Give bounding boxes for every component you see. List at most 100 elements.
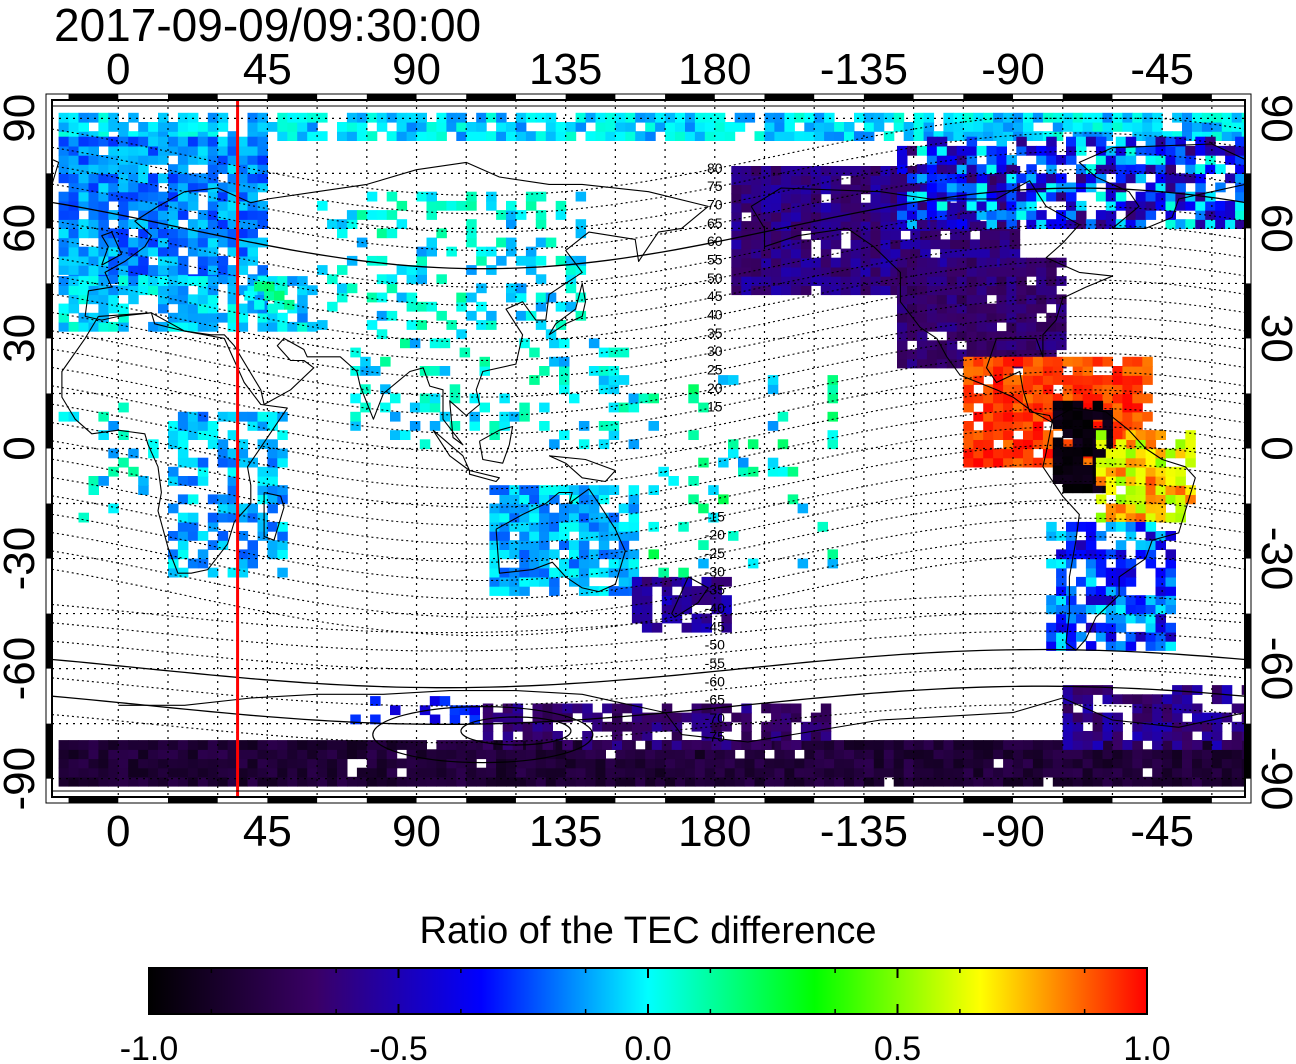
tec-cell: [1006, 191, 1017, 202]
contour-label: -25: [705, 545, 725, 561]
tec-cell: [128, 182, 139, 193]
tec-cell: [509, 411, 520, 422]
tec-cell: [671, 712, 683, 723]
tec-cell: [449, 421, 461, 431]
tec-cell: [1085, 521, 1097, 532]
tec-cell: [419, 366, 431, 376]
tec-cell: [913, 758, 925, 769]
tec-cell: [1165, 485, 1176, 495]
tec-cell: [1062, 721, 1074, 732]
tec-cell: [920, 239, 931, 250]
tec-cell: [1026, 173, 1037, 184]
tec-cell: [535, 219, 547, 229]
tec-cell: [1165, 586, 1176, 596]
tec-cell: [158, 255, 169, 266]
tec-cell: [824, 767, 835, 778]
tec-cell: [800, 221, 812, 231]
tec-cell: [771, 166, 782, 176]
tec-cell: [396, 112, 408, 123]
tec-cell: [641, 586, 653, 596]
tec-cell: [950, 230, 961, 240]
tec-cell: [549, 485, 560, 495]
tec-cell: [993, 430, 1004, 440]
tec-cell: [158, 210, 169, 220]
tec-cell: [1023, 430, 1034, 440]
tec-cell: [973, 356, 984, 367]
tec-cell: [791, 285, 802, 296]
tec-cell: [217, 503, 229, 514]
tec-cell: [1006, 349, 1017, 360]
contour-label: -60: [705, 673, 725, 689]
tec-cell: [366, 758, 378, 769]
tec-cell: [197, 558, 209, 569]
tec-cell: [569, 512, 580, 523]
tec-cell: [138, 219, 149, 229]
tec-cell: [665, 131, 676, 141]
tec-cell: [585, 749, 596, 760]
tec-cell: [946, 145, 958, 156]
tec-cell: [963, 740, 974, 750]
contour-label: 70: [707, 197, 723, 213]
tec-cell: [1115, 494, 1127, 505]
tec-cell: [177, 173, 189, 184]
tec-cell: [883, 740, 895, 750]
tec-cell: [1172, 731, 1183, 741]
tec-cell: [327, 740, 338, 750]
tec-cell: [761, 211, 772, 222]
tec-cell: [264, 290, 275, 301]
tec-cell: [197, 466, 209, 477]
tec-cell: [1016, 331, 1027, 341]
tec-cell: [1092, 356, 1104, 367]
tec-cell: [277, 485, 288, 495]
geomagnetic-contour: [52, 389, 1245, 472]
tec-cell: [207, 112, 219, 123]
tec-cell: [731, 211, 742, 222]
tec-cell: [1172, 131, 1183, 141]
tec-cell: [307, 776, 318, 787]
tec-cell: [741, 740, 752, 750]
tec-cell: [1112, 712, 1123, 723]
tec-cell: [926, 145, 938, 156]
tec-cell: [1076, 136, 1087, 147]
tec-cell: [217, 237, 229, 248]
tec-cell: [128, 749, 139, 760]
tec-cell: [569, 549, 580, 560]
tec-cell: [207, 265, 219, 275]
tec-cell: [731, 166, 742, 176]
tec-cell: [277, 457, 288, 468]
tec-cell: [1185, 164, 1196, 174]
tec-cell: [68, 767, 80, 778]
tec-cell: [665, 112, 676, 123]
tec-cell: [966, 155, 978, 165]
tec-cell: [486, 758, 497, 769]
tec-cell: [907, 266, 918, 277]
tec-cell: [138, 276, 149, 286]
tec-cell: [665, 749, 676, 760]
tec-cell: [913, 112, 925, 123]
tec-cell: [177, 112, 189, 123]
tec-cell: [78, 321, 89, 332]
tec-cell: [953, 776, 964, 787]
tec-cell: [638, 393, 650, 404]
tec-cell: [376, 758, 388, 769]
tec-cell: [1241, 758, 1245, 769]
tec-cell: [217, 740, 229, 750]
tec-cell: [645, 767, 656, 778]
tec-cell: [456, 758, 467, 769]
tec-cell: [718, 494, 729, 505]
tec-cell: [655, 758, 666, 769]
tec-cell: [515, 292, 527, 303]
tec-cell: [247, 191, 258, 202]
tec-cell: [1052, 131, 1064, 141]
tec-cell: [850, 211, 862, 222]
tec-cell: [227, 740, 239, 750]
tec-cell: [890, 239, 901, 250]
tec-cell: [78, 749, 89, 760]
tec-cell: [138, 476, 149, 486]
tec-cell: [1152, 767, 1163, 778]
tec-cell: [1185, 173, 1196, 184]
tec-cell: [118, 740, 129, 750]
tec-cell: [1082, 437, 1094, 448]
tec-cell: [1066, 219, 1077, 229]
tec-cell: [1023, 767, 1034, 778]
